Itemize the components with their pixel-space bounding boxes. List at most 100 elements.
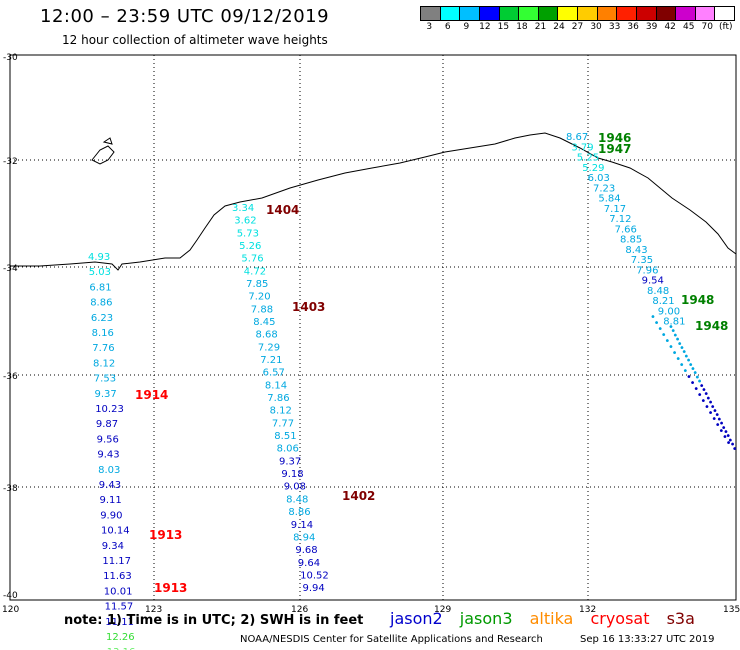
- island: [91, 145, 115, 165]
- wave-height-value: 7.53: [94, 374, 116, 385]
- overlapping-value-mark: •: [679, 360, 685, 371]
- pass-time-label: 1946: [598, 131, 631, 145]
- wave-height-value: 3.62: [234, 216, 256, 227]
- pass-time-label: 1947: [598, 142, 631, 156]
- overlapping-value-mark: •: [718, 426, 724, 437]
- pass-time-label: 1914: [135, 388, 168, 402]
- wave-height-value: 9.34: [102, 541, 124, 552]
- wave-height-value: 5.76: [241, 254, 263, 265]
- wave-height-value: 7.12: [609, 214, 631, 225]
- overlapping-value-mark: •: [668, 322, 674, 333]
- overlapping-value-mark: •: [701, 385, 707, 396]
- lon-label: 129: [434, 605, 451, 615]
- overlapping-value-mark: •: [711, 414, 717, 425]
- color-swatch: [558, 7, 578, 20]
- lat-label: -38: [3, 484, 18, 494]
- wave-height-value: 7.17: [604, 204, 626, 215]
- wave-height-value: 8.68: [256, 330, 278, 341]
- wave-height-value: 6.81: [89, 282, 111, 293]
- overlapping-value-mark: •: [661, 330, 667, 341]
- wave-height-value: 6.57: [263, 368, 285, 379]
- overlapping-value-mark: •: [683, 351, 689, 362]
- graticule: [10, 55, 736, 600]
- pass-time-label: 1403: [292, 300, 325, 314]
- lat-label: -36: [3, 372, 18, 382]
- overlapping-value-mark: •: [693, 384, 699, 395]
- color-swatch: [597, 7, 618, 20]
- lon-label: 123: [145, 605, 162, 615]
- overlapping-value-mark: •: [670, 326, 676, 337]
- color-scale-legend: 3 6 9 12 15 18 21 24 27 30 33 36 39 42 45 70 (ft): [420, 6, 735, 32]
- wave-height-value: 8.16: [92, 328, 114, 339]
- color-swatch: [479, 7, 500, 20]
- color-scale-label: 21: [534, 22, 547, 32]
- wave-height-value: 8.48: [647, 286, 669, 297]
- wave-height-value: 8.03: [98, 465, 120, 476]
- wave-height-value: 9.11: [100, 495, 122, 506]
- wave-height-value: 9.08: [284, 482, 306, 493]
- color-scale-label: (ft): [718, 22, 733, 32]
- color-swatch: [460, 7, 480, 20]
- overlapping-value-mark: •: [703, 389, 709, 400]
- overlapping-value-mark: •: [700, 396, 706, 407]
- longitude-labels: 120 123 126 129 132 135: [2, 605, 740, 615]
- color-scale-label: 45: [682, 22, 695, 32]
- color-scale-label: 12: [479, 22, 491, 32]
- overlapping-value-mark: •: [716, 414, 722, 425]
- overlapping-value-mark: •: [723, 427, 729, 438]
- wave-height-value: 9.90: [100, 510, 122, 521]
- color-scale-label: 36: [627, 22, 639, 32]
- island: [102, 137, 113, 145]
- color-swatch: [676, 7, 696, 20]
- wave-height-value: 9.56: [97, 434, 119, 445]
- color-scale-label: 18: [516, 22, 528, 32]
- pass-time-label: 1404: [266, 203, 299, 217]
- lon-label: 132: [579, 605, 596, 615]
- wave-height-value: 8.85: [620, 235, 642, 246]
- overlapping-value-mark: •: [727, 435, 733, 446]
- wave-height-value: 5.73: [237, 228, 259, 239]
- overlapping-value-mark: •: [675, 335, 681, 346]
- overlapping-value-mark: •: [721, 423, 727, 434]
- color-scale-swatches: [420, 6, 735, 21]
- wave-height-value: 9.37: [95, 389, 117, 400]
- wave-height-value: 9.43: [99, 480, 121, 491]
- satellite-legend: jason2 jason3 altika cryosat s3a: [390, 609, 707, 628]
- wave-height-value: 9.94: [303, 583, 325, 594]
- wave-height-value: 9.18: [281, 469, 303, 480]
- wave-height-value: 8.12: [270, 406, 292, 417]
- wave-height-value: 5.03: [89, 267, 111, 278]
- color-scale-label: 24: [553, 22, 565, 32]
- color-scale-label: 70: [701, 22, 713, 32]
- color-swatch: [421, 7, 441, 20]
- wave-height-value: 11.63: [103, 571, 132, 582]
- overlapping-value-mark: •: [690, 364, 696, 375]
- wave-height-value: 12.26: [106, 632, 135, 643]
- wave-height-value: 9.43: [97, 450, 119, 461]
- overlapping-value-mark: •: [732, 444, 738, 455]
- overlapping-value-mark: •: [710, 402, 716, 413]
- color-scale-label: 15: [497, 22, 510, 32]
- overlapping-value-mark: •: [672, 330, 678, 341]
- wave-height-value: 9.37: [279, 456, 301, 467]
- page-title: 12:00 – 23:59 UTC 09/12/2019: [40, 6, 330, 27]
- overlapping-value-mark: •: [675, 354, 681, 365]
- overlapping-value-mark: •: [686, 356, 692, 367]
- wave-height-value: 5.84: [598, 194, 620, 205]
- overlapping-value-mark: •: [682, 366, 688, 377]
- overlapping-value-mark: •: [694, 372, 700, 383]
- wave-height-value: 8.48: [286, 494, 308, 505]
- wave-height-value: 8.67: [566, 132, 588, 143]
- wave-height-value: 8.86: [288, 507, 310, 518]
- wave-height-value: 8.81: [663, 317, 685, 328]
- wave-height-value: 7.96: [636, 265, 658, 276]
- wave-height-value: 11.17: [102, 556, 131, 567]
- wave-height-value: 7.29: [258, 342, 280, 353]
- color-swatch: [695, 7, 716, 20]
- overlapping-value-mark: •: [692, 368, 698, 379]
- overlapping-value-mark: •: [715, 420, 721, 431]
- wave-height-value: 7.85: [246, 279, 268, 290]
- wave-height-value: 8.43: [625, 245, 647, 256]
- overlapping-value-mark: •: [686, 372, 692, 383]
